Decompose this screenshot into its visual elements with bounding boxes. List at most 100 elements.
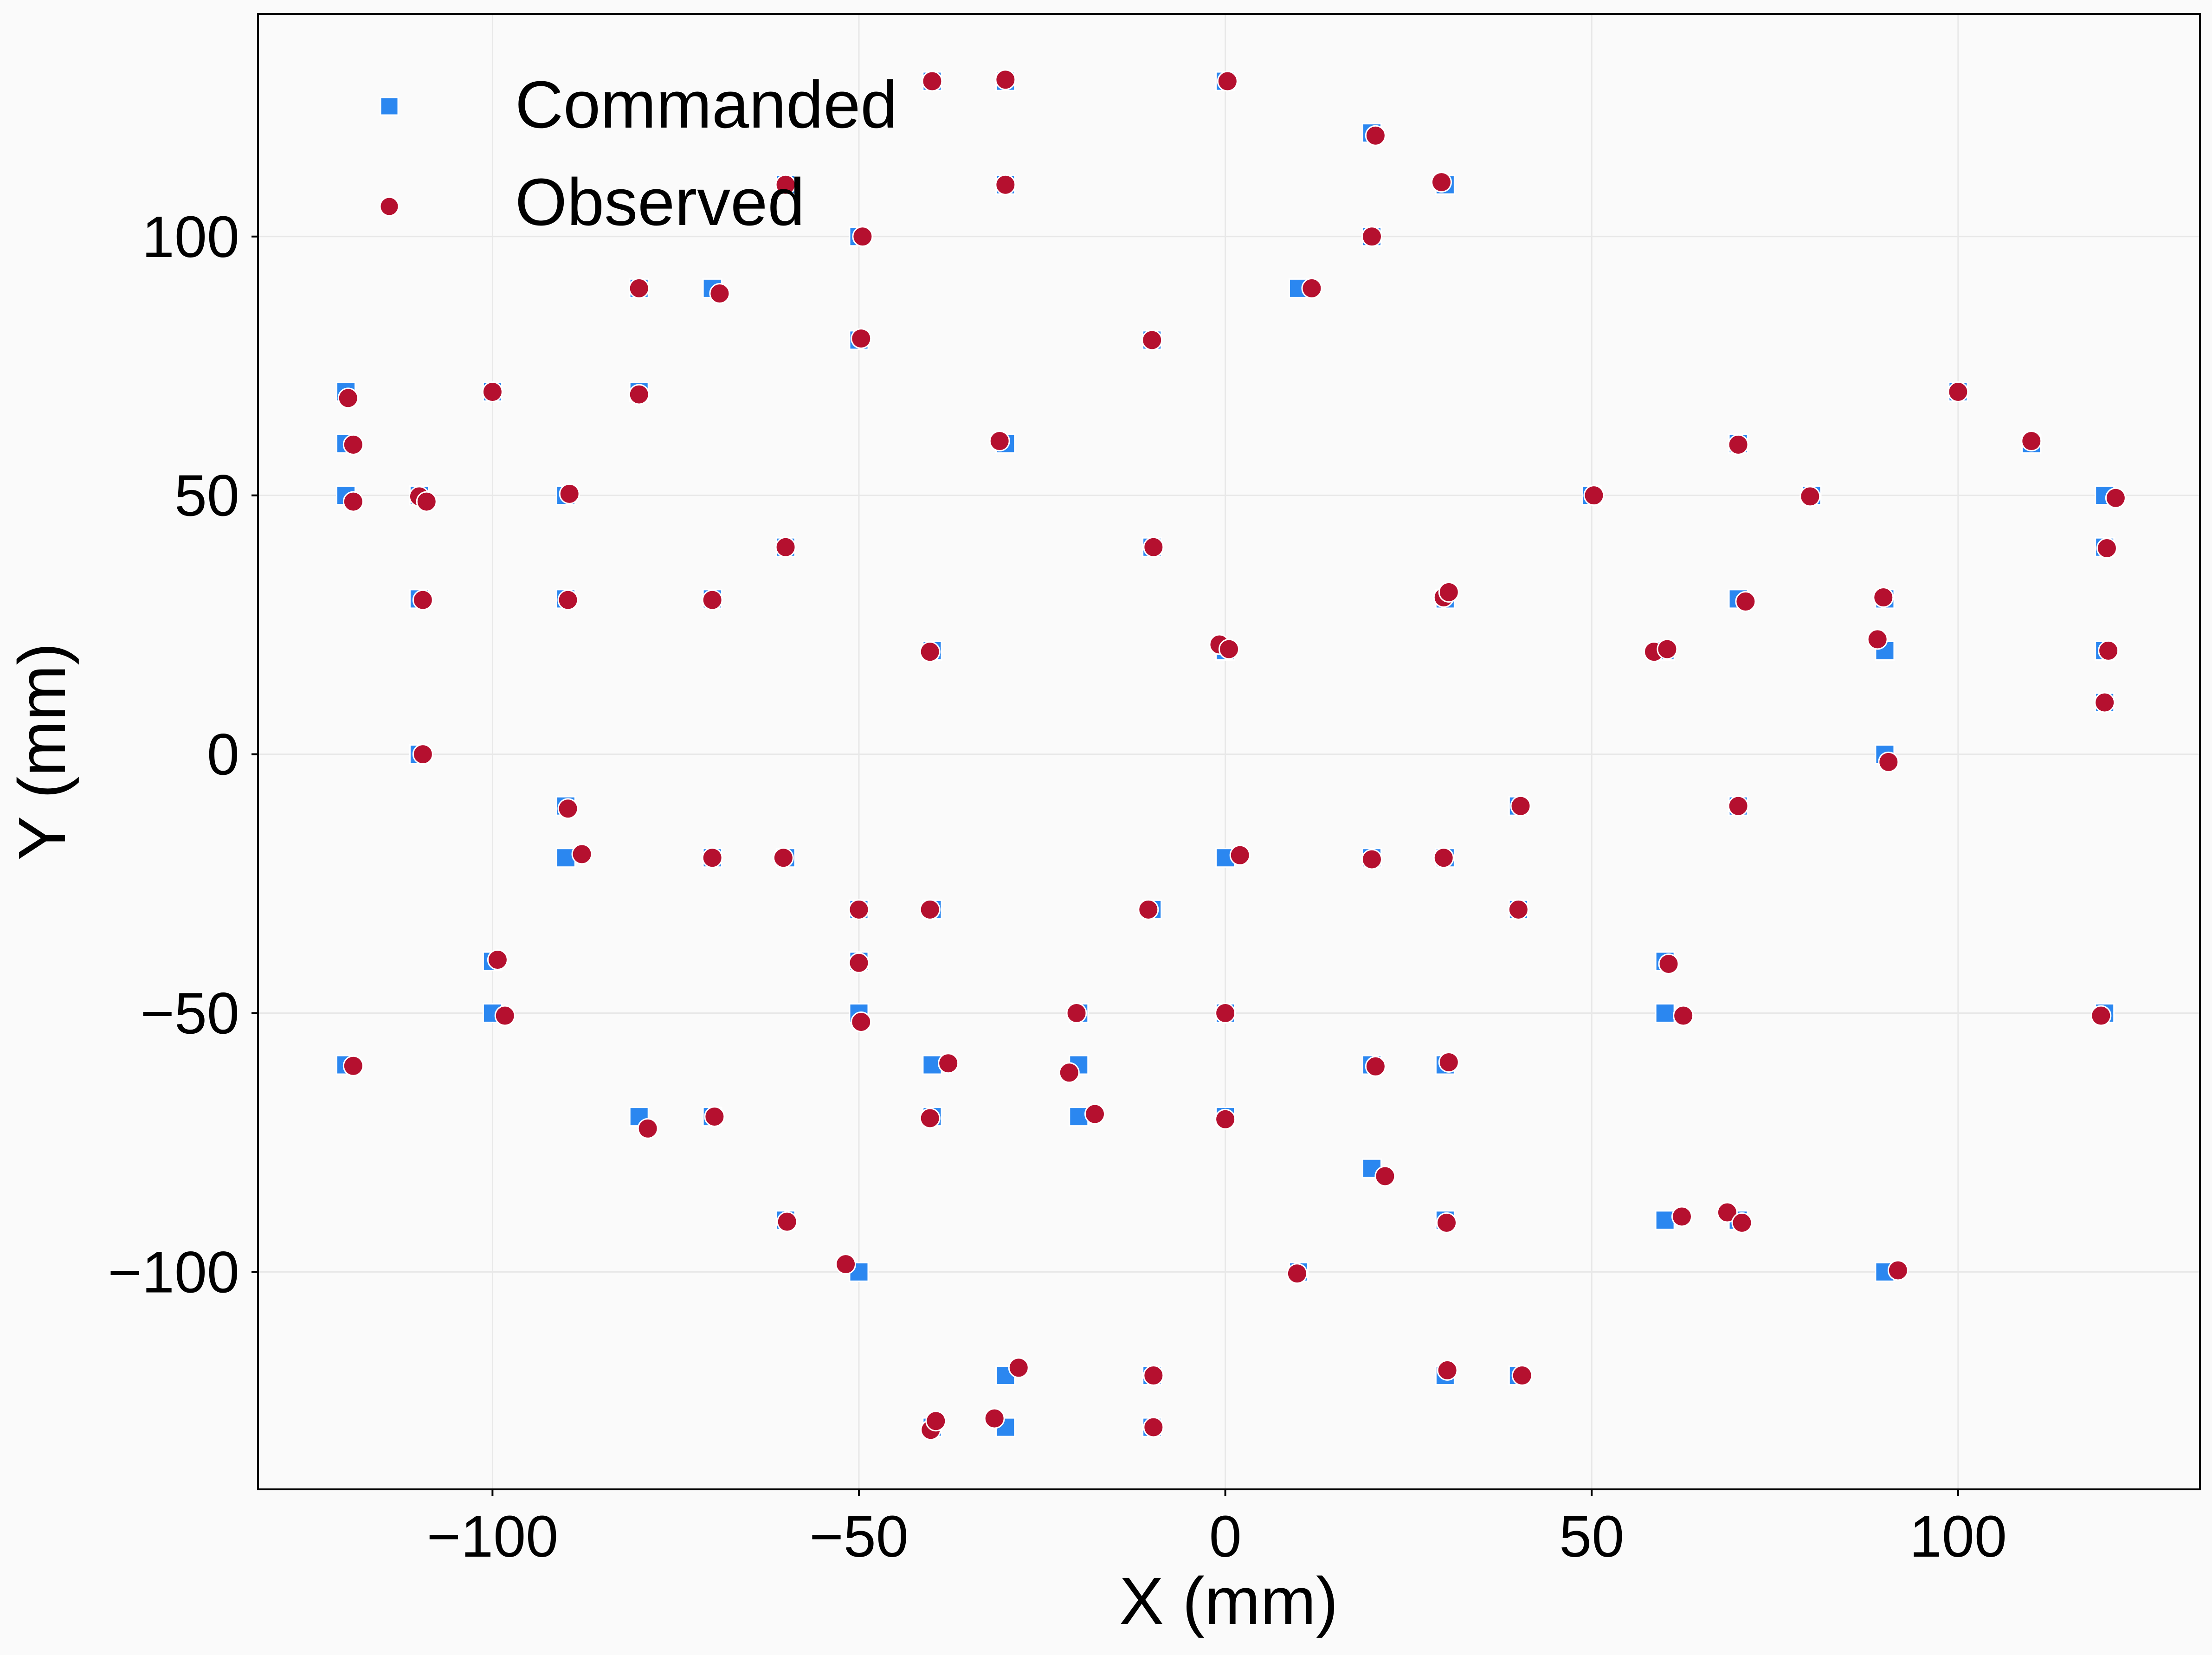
- observed-point: [919, 899, 941, 920]
- observed-point: [995, 174, 1016, 195]
- observed-point: [494, 1005, 516, 1026]
- observed-point: [342, 491, 364, 512]
- legend-label-commanded: Commanded: [515, 67, 897, 142]
- observed-point: [412, 589, 433, 611]
- observed-point: [2090, 1005, 2112, 1026]
- observed-point: [1671, 1206, 1692, 1227]
- commanded-point: [629, 1107, 649, 1127]
- observed-point: [559, 483, 580, 504]
- legend-marker-observed: [379, 196, 400, 217]
- observed-point: [1728, 795, 1749, 817]
- observed-point: [1219, 638, 1239, 660]
- observed-point: [557, 589, 579, 611]
- observed-point: [1361, 849, 1382, 870]
- observed-point: [2096, 537, 2117, 559]
- observed-point: [557, 798, 579, 819]
- observed-point: [704, 1106, 725, 1127]
- observed-point: [1438, 1051, 1459, 1073]
- observed-point: [1374, 1166, 1396, 1187]
- x-tick-label: −100: [426, 1504, 558, 1569]
- observed-point: [922, 71, 943, 92]
- observed-point: [702, 847, 723, 869]
- observed-point: [709, 283, 730, 304]
- observed-point: [1301, 277, 1322, 299]
- y-tick-label: 0: [207, 722, 239, 787]
- observed-point: [1084, 1103, 1105, 1125]
- observed-point: [1066, 1002, 1087, 1024]
- observed-point: [1143, 536, 1164, 558]
- y-tick-label: −50: [140, 980, 239, 1046]
- observed-point: [1008, 1357, 1029, 1378]
- observed-point: [1215, 1002, 1236, 1024]
- observed-point: [1286, 1263, 1308, 1284]
- observed-point: [1229, 844, 1251, 866]
- observed-point: [2105, 487, 2126, 509]
- x-tick-label: 100: [1909, 1504, 2007, 1569]
- observed-point: [342, 434, 364, 455]
- plot-frame: [257, 13, 2201, 1490]
- observed-point: [1873, 586, 1894, 608]
- observed-point: [1508, 899, 1529, 920]
- observed-point: [1058, 1062, 1080, 1083]
- observed-point: [851, 1011, 872, 1032]
- legend-marker-commanded: [380, 97, 399, 116]
- observed-point: [482, 381, 503, 403]
- observed-point: [1735, 591, 1756, 612]
- observed-point: [1361, 226, 1382, 247]
- observed-point: [919, 1108, 941, 1129]
- x-tick-label: −50: [809, 1504, 909, 1569]
- data-points: [336, 69, 2126, 1441]
- observed-point: [919, 641, 941, 663]
- observed-point: [342, 1055, 364, 1076]
- observed-point: [416, 491, 437, 512]
- observed-point: [835, 1254, 857, 1275]
- observed-point: [1728, 434, 1749, 455]
- observed-point: [1731, 1212, 1753, 1233]
- observed-point: [851, 328, 872, 349]
- observed-point: [1138, 899, 1159, 920]
- observed-point: [1437, 1359, 1458, 1381]
- y-tick-label: 50: [174, 463, 239, 528]
- observed-point: [1365, 1056, 1386, 1077]
- commanded-point: [1655, 1210, 1675, 1230]
- observed-point: [1673, 1005, 1694, 1026]
- observed-point: [775, 536, 796, 558]
- x-tick-label: 50: [1559, 1504, 1624, 1569]
- commanded-point: [1655, 1003, 1675, 1023]
- observed-point: [702, 589, 723, 611]
- observed-point: [1657, 638, 1678, 660]
- legend-label-observed: Observed: [515, 165, 805, 239]
- observed-point: [2021, 431, 2042, 452]
- observed-point: [1141, 329, 1163, 351]
- observed-point: [1510, 795, 1531, 817]
- x-axis-label: X (mm): [1119, 1564, 1338, 1638]
- observed-point: [1433, 847, 1454, 869]
- observed-point: [773, 847, 794, 869]
- observed-point: [1583, 485, 1605, 506]
- y-tick-label: −100: [108, 1239, 239, 1305]
- observed-point: [1799, 486, 1821, 507]
- observed-point: [2094, 692, 2115, 713]
- axis-ticks: −100 −50 0 50 100 −100 −50 0 50 100: [108, 204, 2007, 1569]
- observed-point: [995, 69, 1016, 90]
- observed-point: [852, 226, 873, 247]
- observed-point: [1658, 953, 1679, 974]
- observed-point: [989, 431, 1010, 452]
- observed-point: [1431, 172, 1452, 193]
- observed-point: [571, 844, 593, 865]
- observed-point: [337, 387, 359, 409]
- observed-point: [938, 1053, 959, 1074]
- observed-point: [637, 1118, 658, 1139]
- observed-point: [487, 949, 508, 971]
- observed-point: [925, 1410, 947, 1432]
- legend: Commanded Observed: [379, 67, 897, 239]
- observed-point: [2098, 640, 2119, 661]
- x-tick-label: 0: [1209, 1504, 1242, 1569]
- observed-point: [776, 1211, 798, 1232]
- observed-point: [848, 899, 870, 920]
- observed-point: [1217, 71, 1238, 92]
- observed-point: [1143, 1365, 1164, 1386]
- y-tick-label: 100: [142, 204, 239, 270]
- observed-point: [775, 174, 796, 195]
